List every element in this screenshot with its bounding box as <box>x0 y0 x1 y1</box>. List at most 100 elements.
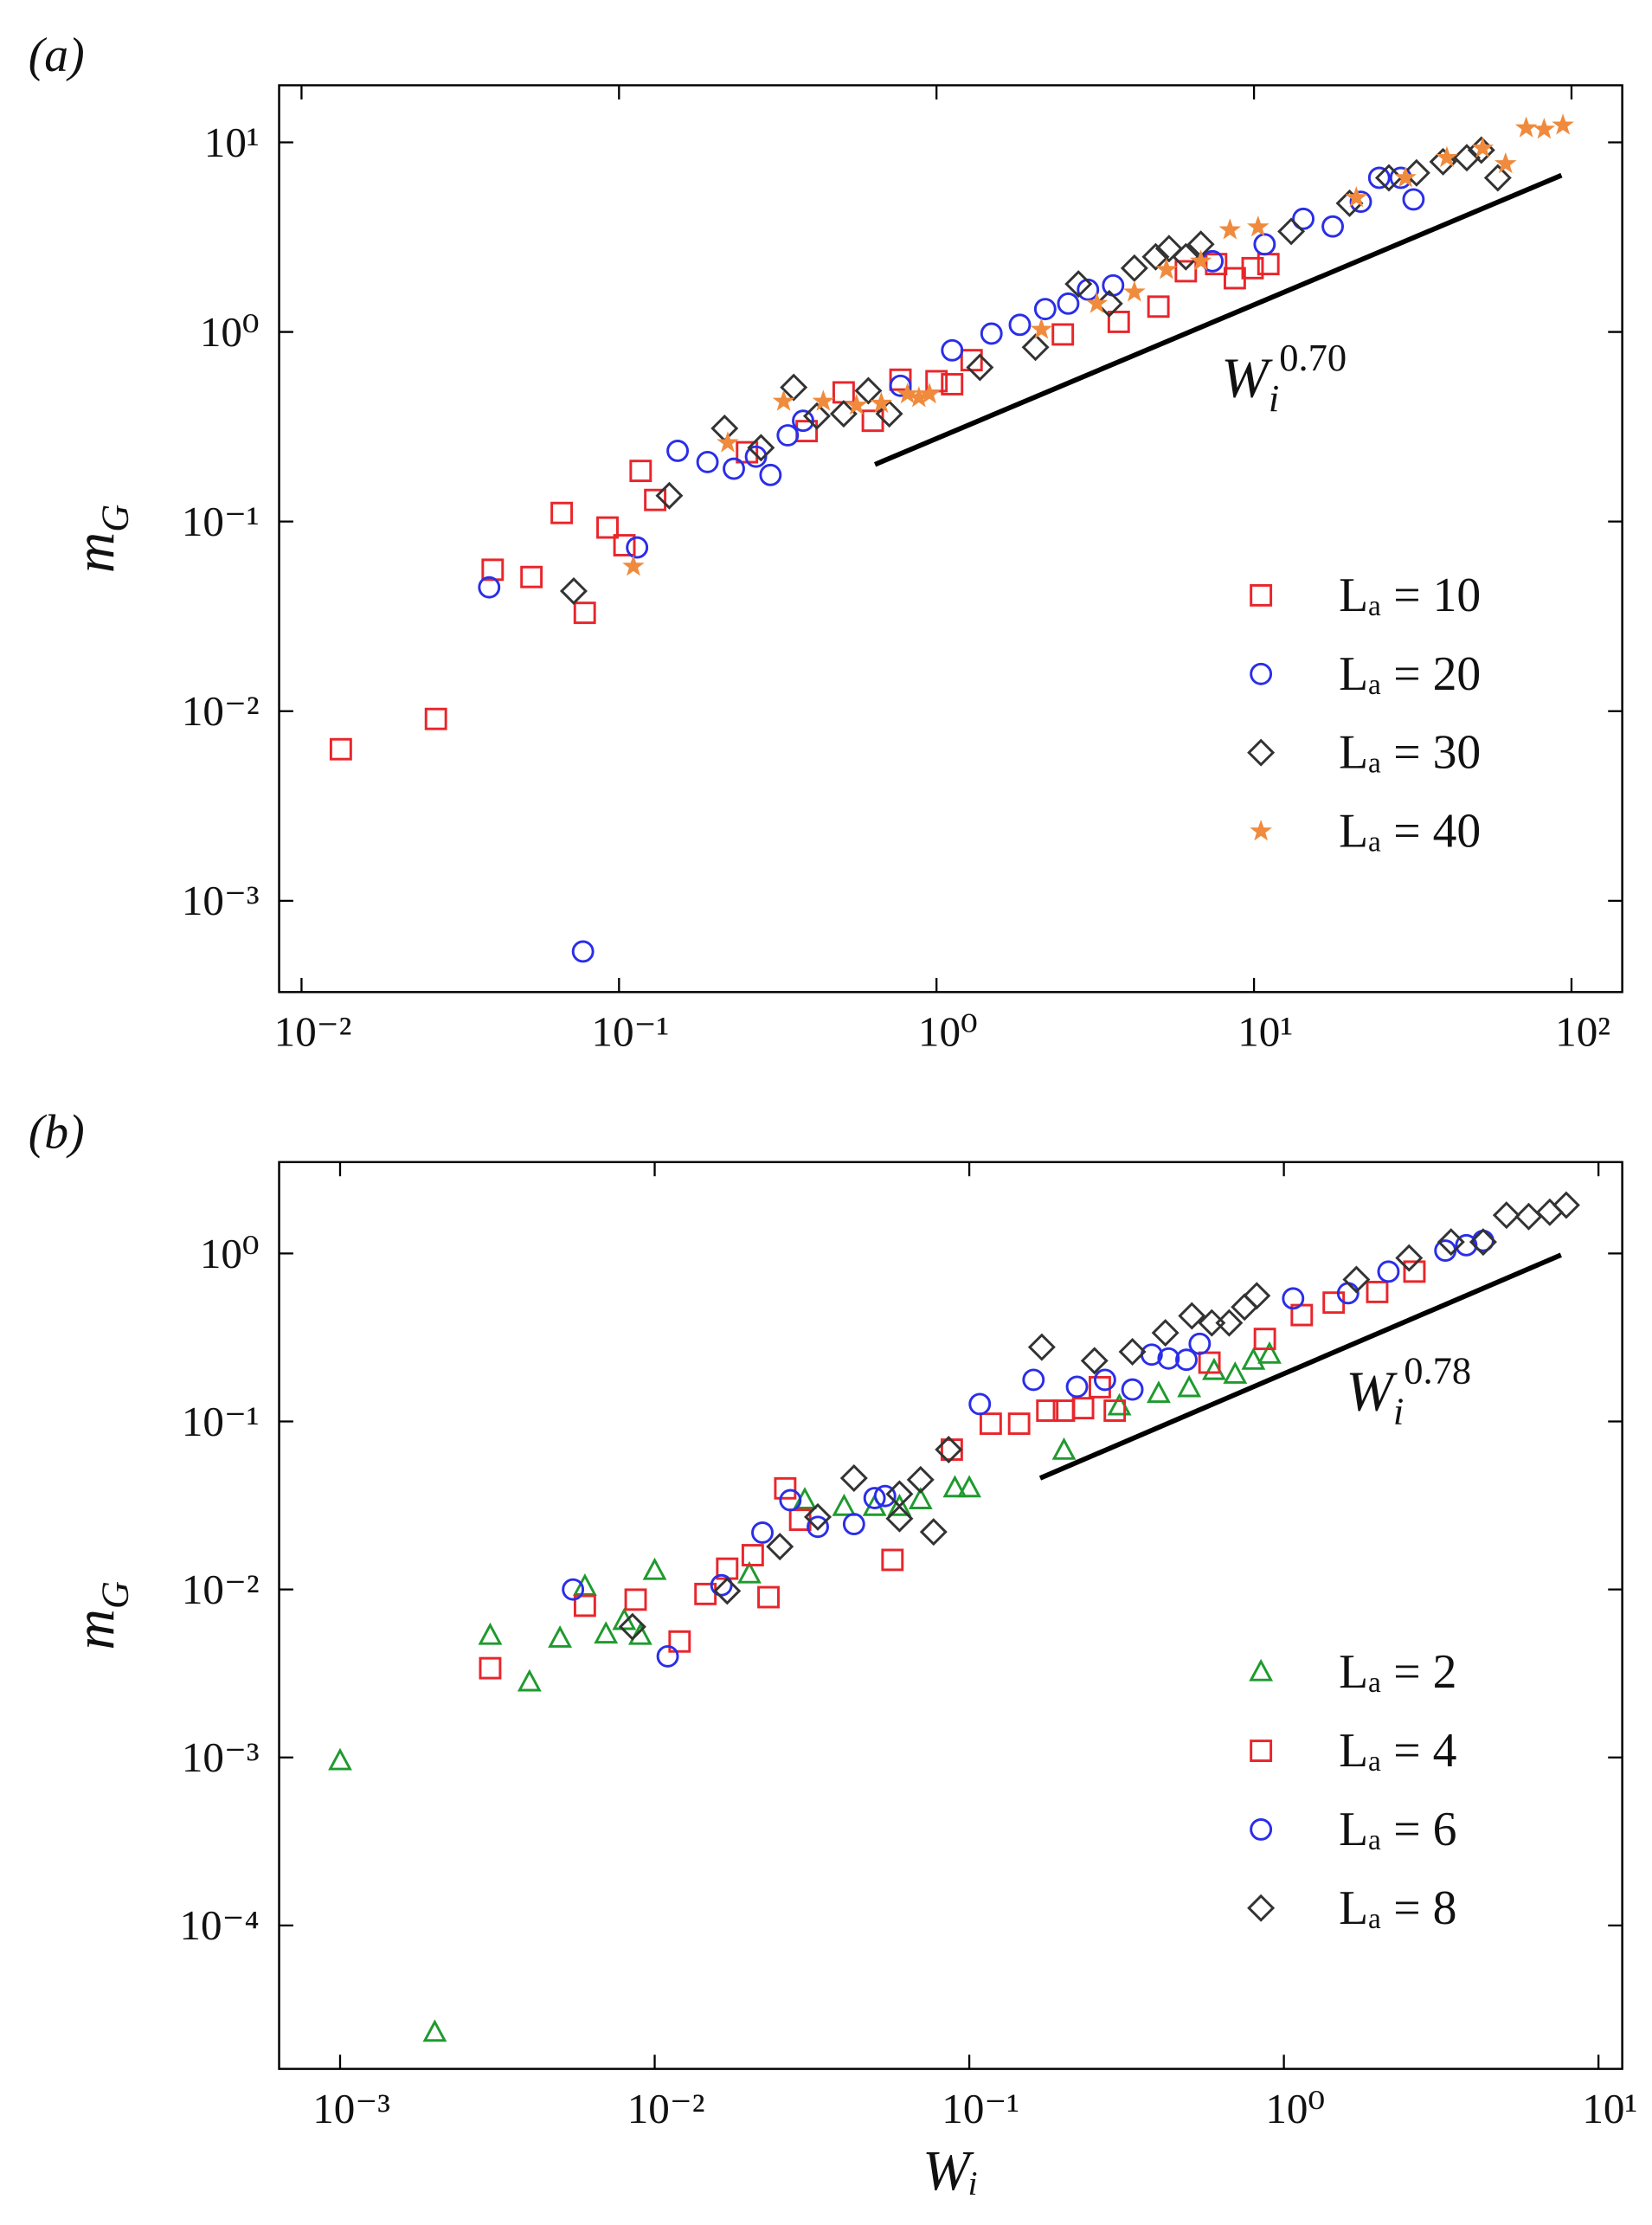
data-point <box>1057 292 1080 315</box>
data-point <box>1051 1437 1077 1460</box>
data-point <box>1292 207 1315 230</box>
data-point <box>1123 280 1146 302</box>
data-point <box>1027 1333 1056 1361</box>
data-point <box>1322 1291 1346 1315</box>
data-point <box>1243 1282 1271 1310</box>
data-point <box>918 382 941 404</box>
data-point <box>1367 166 1391 190</box>
data-point <box>624 1588 647 1611</box>
math-sub: G <box>93 505 136 532</box>
data-point <box>478 576 501 599</box>
data-point <box>747 434 775 462</box>
data-point <box>957 1475 982 1498</box>
data-point <box>629 460 652 483</box>
data-point <box>1178 1302 1206 1330</box>
data-point <box>573 601 596 625</box>
data-point <box>1202 1357 1226 1380</box>
fit-line <box>873 172 1563 467</box>
data-point <box>889 374 912 397</box>
data-point <box>562 1578 585 1601</box>
y-tick-label: 10⁻³ <box>182 877 260 924</box>
data-point <box>1021 333 1050 362</box>
data-point <box>1120 254 1148 282</box>
math-sub: i <box>1393 1390 1404 1433</box>
data-point <box>1121 1378 1144 1401</box>
panel-label: (a) <box>29 29 85 82</box>
y-tick-label: 10⁻⁴ <box>179 1901 259 1949</box>
data-point <box>1198 1351 1221 1374</box>
plot-frame <box>278 84 1623 994</box>
data-point <box>766 1533 794 1561</box>
legend-label: Lₐ = 6 <box>1339 1803 1456 1856</box>
data-point <box>779 1489 802 1512</box>
legend-label: Lₐ = 8 <box>1339 1881 1456 1935</box>
data-point <box>1095 289 1123 318</box>
x-tick-label: 10⁻¹ <box>942 2085 1019 2132</box>
legend-label: Lₐ = 30 <box>1339 726 1481 780</box>
math-label: Wi0.70 <box>1221 336 1347 420</box>
data-point <box>1007 1412 1031 1436</box>
data-point <box>863 1487 886 1509</box>
data-point <box>1402 188 1425 211</box>
data-point <box>802 402 831 430</box>
data-point <box>594 1621 619 1644</box>
data-point <box>935 1436 963 1464</box>
data-point <box>812 389 835 411</box>
y-tick-label: 10⁻¹ <box>182 498 260 545</box>
y-tick-label: 10⁻² <box>182 1566 260 1613</box>
data-point <box>572 1572 597 1596</box>
data-point <box>710 1573 733 1597</box>
data-point <box>780 373 808 402</box>
panel-label: (b) <box>29 1105 85 1159</box>
data-point <box>1107 310 1130 333</box>
data-point <box>1118 1337 1147 1366</box>
data-point <box>1147 295 1170 318</box>
math-sub: G <box>93 1581 136 1609</box>
x-tick-label: 10⁻¹ <box>592 1008 670 1056</box>
data-point <box>1455 1233 1478 1257</box>
data-point <box>737 1560 762 1584</box>
data-point <box>656 1644 679 1668</box>
data-point <box>618 1612 646 1641</box>
data-point <box>757 1585 780 1609</box>
data-point <box>832 381 855 404</box>
data-point <box>870 391 893 414</box>
data-point <box>875 400 903 428</box>
data-point <box>1377 1260 1400 1283</box>
data-point <box>696 450 719 473</box>
legend-marker <box>1250 583 1273 607</box>
x-tick-label: 10⁻³ <box>312 2085 390 2132</box>
data-point <box>422 2019 447 2042</box>
data-point <box>759 463 782 486</box>
data-point <box>1147 1380 1171 1404</box>
data-point <box>478 1622 503 1645</box>
legend-label: Lₐ = 20 <box>1339 647 1481 701</box>
y-tick-label: 10⁻² <box>182 687 260 735</box>
data-point <box>966 353 994 382</box>
data-point <box>908 1487 933 1509</box>
x-tick-label: 10⁰ <box>918 1008 978 1056</box>
data-point <box>723 457 745 480</box>
legend-label: Lₐ = 40 <box>1339 805 1481 858</box>
data-point <box>1342 1265 1371 1294</box>
data-point <box>960 349 983 372</box>
data-point <box>1033 298 1057 321</box>
data-point <box>896 382 919 404</box>
math-label: mG <box>64 1581 136 1649</box>
data-point <box>1366 1280 1389 1303</box>
data-point <box>1205 253 1228 276</box>
data-point <box>559 576 588 605</box>
data-point <box>1514 116 1538 138</box>
data-point <box>1241 256 1264 280</box>
data-point <box>1215 1309 1244 1337</box>
data-point <box>861 409 884 433</box>
x-tick-label: 10⁰ <box>1265 2085 1325 2132</box>
data-point <box>1102 273 1125 297</box>
y-tick-label: 10⁻¹ <box>182 1398 260 1445</box>
data-point <box>1282 1287 1305 1310</box>
x-tick-label: 10² <box>1555 1008 1610 1056</box>
data-point <box>942 1475 967 1498</box>
data-point <box>741 1544 764 1566</box>
data-point <box>613 534 636 556</box>
